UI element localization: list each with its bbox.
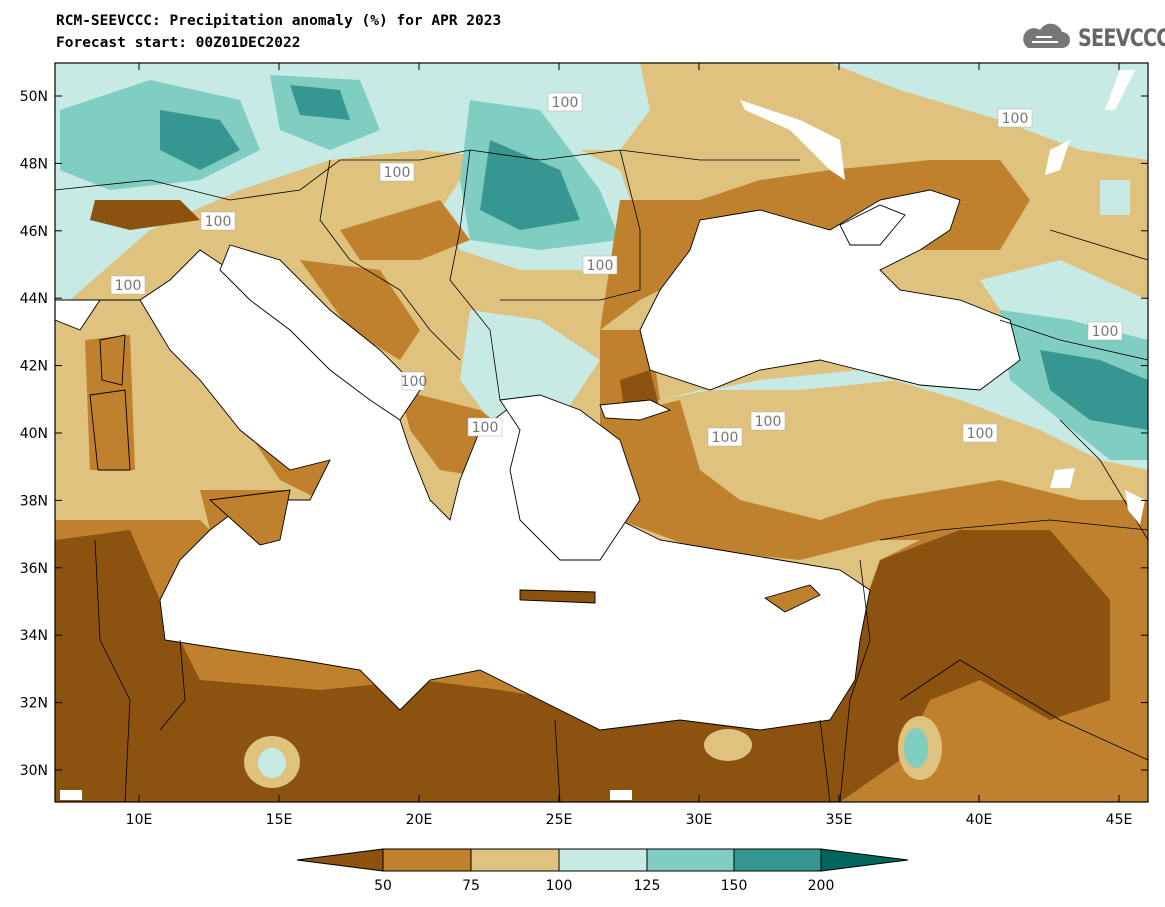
sardinia	[89, 389, 131, 471]
lon-tick-label: 40E	[966, 812, 993, 828]
lat-tick-label: 46N	[20, 224, 48, 240]
svg-text:100: 100	[472, 420, 499, 436]
legend-swatch-100-125	[558, 848, 648, 872]
lon-tick-label: 20E	[406, 812, 433, 828]
lat-tick-label: 32N	[20, 696, 48, 712]
legend-tick-label: 50	[374, 878, 392, 894]
lat-tick-label: 44N	[20, 291, 48, 307]
svg-text:100: 100	[587, 258, 614, 274]
legend-swatch-150-200	[733, 848, 822, 872]
lat-tick-label: 50N	[20, 89, 48, 105]
legend-swatch-above-200	[820, 848, 909, 872]
islands	[89, 334, 821, 613]
logo-text: SEEVCCC	[1078, 24, 1165, 52]
marmara-sea	[599, 399, 672, 421]
corsica	[99, 334, 126, 386]
legend-swatch-below-50	[296, 848, 384, 872]
svg-text:100: 100	[1092, 324, 1119, 340]
zone-below-50	[55, 200, 1110, 802]
svg-text:100: 100	[552, 95, 579, 111]
legend-colorbar	[296, 848, 909, 872]
black-sea	[639, 189, 1021, 391]
seas	[55, 189, 1021, 731]
svg-text:100: 100	[712, 430, 739, 446]
map-title: RCM-SEEVCCC: Precipitation anomaly (%) f…	[56, 13, 502, 29]
legend-tick-label: 125	[634, 878, 661, 894]
aegean-sea	[499, 394, 641, 561]
crete	[519, 589, 596, 604]
sicily	[208, 489, 291, 546]
legend-swatch-125-150	[646, 848, 735, 872]
anomaly-field: 100 100 100 100 100 100 100 100 100 100 …	[55, 63, 1148, 802]
lon-tick-label: 25E	[546, 812, 573, 828]
legend-tick-label: 200	[808, 878, 835, 894]
lat-tick-label: 38N	[20, 493, 48, 509]
svg-text:100: 100	[967, 426, 994, 442]
lon-tick-label: 45E	[1106, 812, 1133, 828]
cyprus	[763, 584, 821, 613]
legend-tick-label: 75	[462, 878, 480, 894]
latitude-axis: 50N 48N 46N 44N 42N 40N 38N 36N 34N 32N 30N	[20, 89, 1148, 779]
svg-text:100: 100	[115, 278, 142, 294]
adriatic-sea	[219, 244, 421, 421]
lat-tick-label: 48N	[20, 156, 48, 172]
lat-tick-label: 40N	[20, 426, 48, 442]
lon-tick-label: 35E	[826, 812, 853, 828]
contour-labels: 100 100 100 100 100 100 100 100 100 100 …	[110, 92, 1123, 447]
longitude-axis: 10E 15E 20E 25E 30E 35E 40E 45E	[126, 63, 1133, 828]
svg-text:100: 100	[401, 374, 428, 390]
svg-text:100: 100	[1002, 111, 1029, 127]
lat-tick-label: 36N	[20, 561, 48, 577]
svg-text:100: 100	[755, 414, 782, 430]
legend-tick-label: 100	[546, 878, 573, 894]
legend-swatch-75-100	[470, 848, 560, 872]
lakes	[60, 70, 1145, 800]
legend-swatch-50-75	[382, 848, 472, 872]
lon-tick-label: 30E	[686, 812, 713, 828]
lat-tick-label: 34N	[20, 628, 48, 644]
forecast-start-label: Forecast start: 00Z01DEC2022	[56, 35, 301, 51]
lat-tick-label: 30N	[20, 763, 48, 779]
lon-tick-label: 15E	[266, 812, 293, 828]
seevccc-logo: SEEVCCC	[1018, 22, 1165, 54]
legend-tick-labels: 50 75 100 125 150 200	[374, 878, 834, 894]
lat-tick-label: 42N	[20, 359, 48, 375]
lon-tick-label: 10E	[126, 812, 153, 828]
svg-text:100: 100	[384, 165, 411, 181]
borders	[55, 149, 1148, 802]
local-highs	[244, 716, 942, 788]
sea-of-azov	[839, 204, 906, 246]
svg-text:100: 100	[205, 214, 232, 230]
legend-tick-label: 150	[721, 878, 748, 894]
cloud-icon	[1023, 23, 1070, 48]
